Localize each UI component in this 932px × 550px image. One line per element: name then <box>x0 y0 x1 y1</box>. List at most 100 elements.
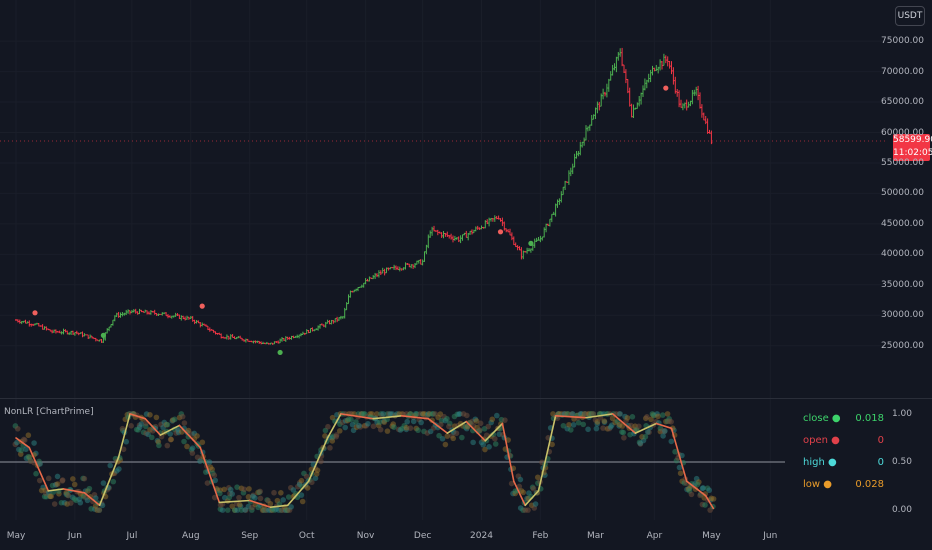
indicator-dot <box>486 444 492 450</box>
indicator-dot <box>477 420 484 427</box>
indicator-dot <box>219 507 226 513</box>
indicator-dot <box>353 419 359 425</box>
indicator-dot <box>168 436 174 443</box>
indicator-line <box>47 488 65 492</box>
sell-signal-dot <box>32 310 38 316</box>
indicator-dot <box>241 486 248 493</box>
indicator-dot <box>145 431 151 438</box>
indicator-dot <box>442 441 449 448</box>
time-tick-label: Oct <box>298 531 315 541</box>
indicator-line <box>585 413 614 419</box>
indicator-line <box>269 504 289 509</box>
indicator-dot <box>593 425 600 432</box>
indicator-dot <box>660 433 666 439</box>
indicator-dot <box>212 477 219 484</box>
indicator-dot <box>580 421 587 428</box>
indicator-dot <box>329 438 336 444</box>
indicator-dot <box>336 428 343 434</box>
indicator-dot <box>517 476 524 483</box>
indicator-line <box>634 422 658 434</box>
legend-name-close: close ● <box>803 413 841 424</box>
indicator-dot <box>81 475 88 482</box>
indicator-dot <box>688 491 695 498</box>
legend-value-open: 0 <box>877 435 884 446</box>
indicator-dot <box>164 442 171 449</box>
indicator-dot <box>257 488 263 495</box>
indicator-dot <box>110 478 117 485</box>
price-tick-label: 70000.00 <box>881 66 924 77</box>
indicator-line <box>704 494 715 510</box>
indicator-dot <box>415 427 421 434</box>
indicator-dot <box>585 426 591 433</box>
indicator-dot <box>147 412 153 418</box>
indicator-line <box>98 456 120 507</box>
indicator-line <box>554 415 587 419</box>
indicator-dot <box>245 494 252 500</box>
time-tick-label: Nov <box>356 531 375 541</box>
currency-button[interactable]: USDT <box>895 6 925 26</box>
indicator-dot <box>221 486 228 493</box>
indicator-dot <box>446 423 452 430</box>
indicator-dot <box>520 489 527 496</box>
time-tick-label: Jun <box>67 531 82 541</box>
indicator-dot <box>534 474 541 481</box>
indicator-dot <box>566 421 572 428</box>
indicator-dot <box>659 412 666 418</box>
time-tick-label: 2024 <box>470 531 493 541</box>
time-tick-label: Aug <box>182 531 200 541</box>
legend-value-high: 0 <box>877 457 884 468</box>
indicator-line <box>178 424 202 449</box>
indicator-dot <box>439 435 446 442</box>
indicator-line <box>537 415 557 492</box>
indicator-dot <box>702 491 709 497</box>
indicator-dot <box>298 492 305 498</box>
pane-separator[interactable] <box>0 398 932 399</box>
indicator-line <box>512 480 527 507</box>
indicator-dot <box>37 461 43 467</box>
indicator-line <box>83 491 101 507</box>
indicator-dot <box>181 420 188 426</box>
indicator-dot <box>288 504 294 510</box>
indicator-dot <box>590 411 597 417</box>
indicator-dot <box>51 501 58 507</box>
indicator-dot <box>642 433 649 440</box>
indicator-dot <box>156 442 162 449</box>
indicator-dot <box>149 434 155 441</box>
indicator-dot <box>86 485 93 492</box>
indicator-dot <box>199 439 206 446</box>
indicator-dot <box>629 413 636 420</box>
time-tick-label: Jul <box>126 531 138 541</box>
price-tick-label: 50000.00 <box>881 188 924 199</box>
indicator-dot <box>318 458 324 465</box>
indicator-title[interactable]: NonLR [ChartPrime] <box>4 407 94 417</box>
indicator-dot <box>342 424 349 431</box>
time-tick-label: May <box>6 531 26 541</box>
indicator-dot <box>418 419 424 426</box>
indicator-dot <box>23 446 29 453</box>
indicator-dot <box>96 507 103 513</box>
indicator-dot <box>453 430 460 437</box>
indicator-dot <box>36 477 43 484</box>
indicator-dot <box>365 420 371 427</box>
indicator-line <box>218 499 251 504</box>
indicator-dot <box>494 412 500 419</box>
indicator-dot <box>227 486 234 493</box>
indicator-line <box>199 446 221 504</box>
indicator-dot <box>298 477 305 484</box>
indicator-dot <box>312 475 319 482</box>
indicator-dot <box>459 434 465 441</box>
indicator-line <box>307 437 329 483</box>
indicator-dot <box>694 481 701 488</box>
indicator-line <box>501 422 515 483</box>
indicator-dot <box>450 435 457 442</box>
indicator-dot <box>636 423 642 430</box>
indicator-dot <box>257 495 264 502</box>
indicator-dot <box>384 428 391 434</box>
indicator-line <box>484 422 504 442</box>
indicator-dot <box>299 498 306 505</box>
indicator-dot <box>164 421 171 428</box>
sell-signal-dot <box>663 85 669 91</box>
indicator-line <box>524 490 540 507</box>
indicator-dot <box>116 466 122 472</box>
